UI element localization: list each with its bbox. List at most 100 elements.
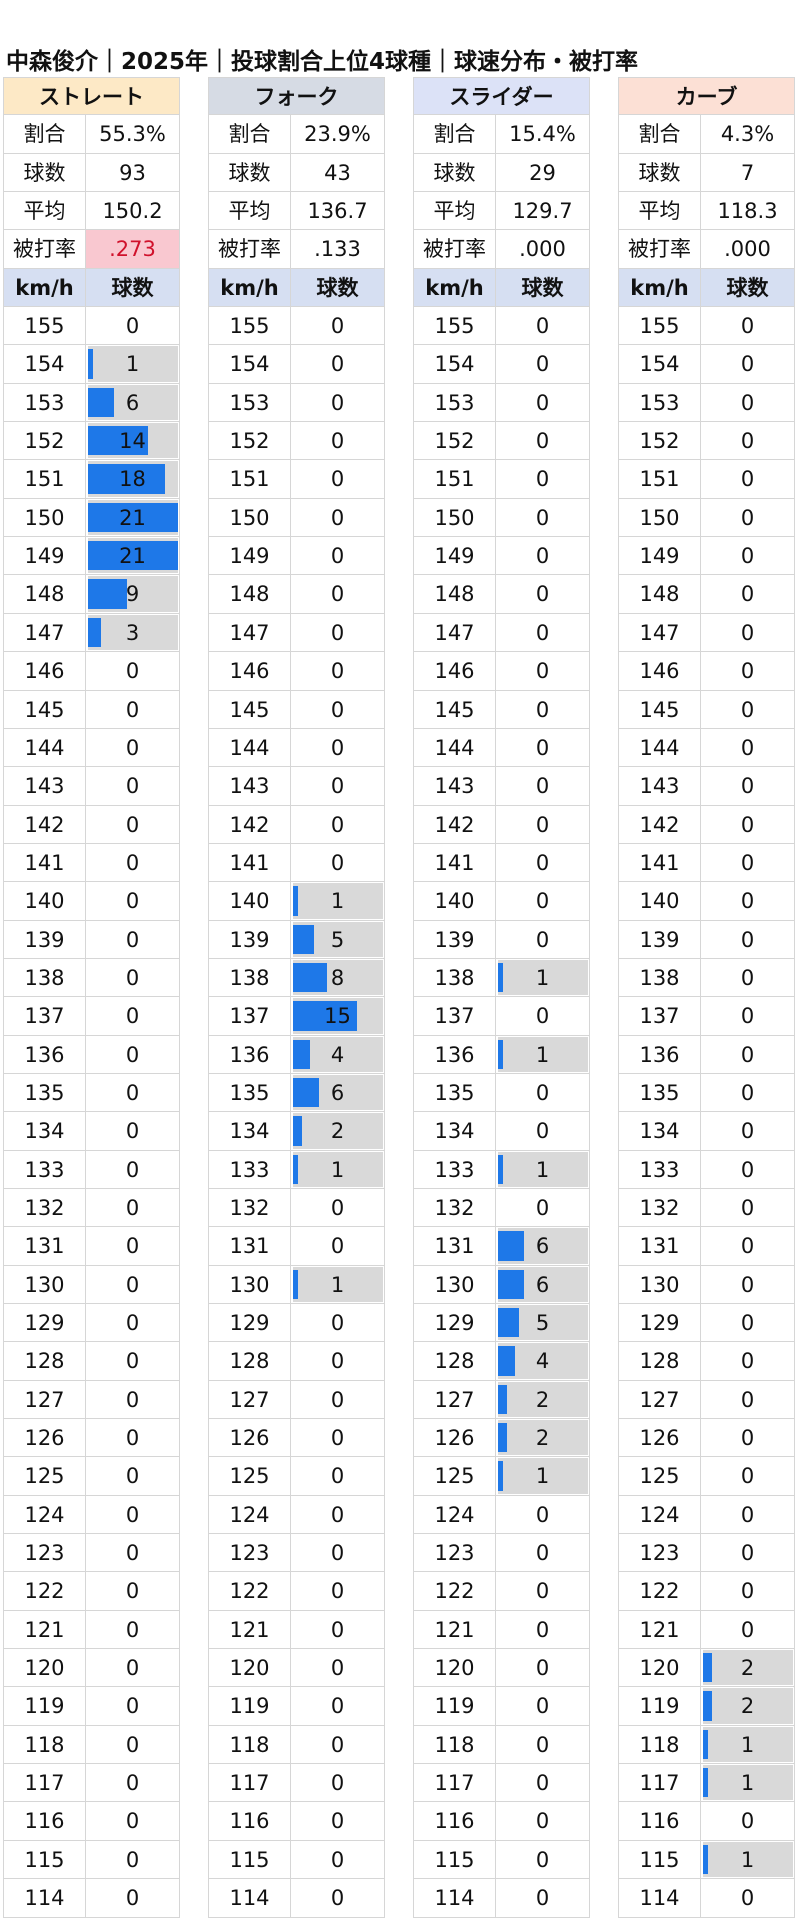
count-value: 0	[535, 582, 550, 607]
count-bar	[498, 1346, 515, 1376]
speed-row: 120 0	[208, 1649, 385, 1688]
speed-label: 121	[619, 1610, 701, 1649]
pitch-name-header: カーブ	[618, 77, 795, 116]
speed-label: 151	[414, 460, 496, 498]
count-value: 0	[330, 352, 345, 377]
bar-background	[703, 1765, 793, 1801]
speed-label: 152	[619, 422, 701, 460]
count-bar	[293, 886, 298, 916]
speed-row: 150 0	[618, 498, 795, 538]
count-value: 0	[125, 1847, 140, 1872]
count-value: 0	[740, 735, 755, 760]
count-value: 14	[119, 429, 146, 454]
count-value: 1	[535, 965, 550, 990]
bar-background	[498, 1036, 588, 1072]
count-value: 0	[740, 1119, 755, 1144]
count-value: 0	[330, 1234, 345, 1259]
count-bar	[498, 1461, 503, 1491]
count-value: 0	[535, 1771, 550, 1796]
speed-row: 140 1	[208, 882, 385, 921]
speed-label: 152	[414, 422, 496, 460]
count-value: 0	[330, 582, 345, 607]
count-value: 0	[125, 927, 140, 952]
speed-label: 136	[4, 1035, 86, 1073]
speed-row: 155 0	[618, 307, 795, 346]
count-value: 15	[324, 1004, 351, 1029]
count-value: 0	[535, 1195, 550, 1220]
speed-row: 114 0	[3, 1879, 180, 1918]
speed-label: 130	[619, 1265, 701, 1303]
count-bar	[88, 617, 101, 648]
speed-row: 138 0	[618, 958, 795, 998]
count-value: 1	[535, 1157, 550, 1182]
stat-label: 割合	[4, 115, 86, 153]
stat-label: 球数	[4, 153, 86, 192]
speed-row: 136 1	[413, 1035, 590, 1074]
speed-label: 114	[4, 1879, 86, 1917]
count-value: 0	[740, 544, 755, 569]
speed-row: 139 0	[3, 920, 180, 959]
bar-background	[703, 1726, 793, 1763]
speed-row: 126 0	[3, 1419, 180, 1458]
pitch-table: フォーク 割合 23.9% 球数 43 平均 136.7 被打率 .133 km/h 球数 155 0 1…	[208, 77, 385, 1918]
speed-label: 117	[4, 1764, 86, 1802]
count-value: 0	[535, 1694, 550, 1719]
count-value: 0	[125, 1426, 140, 1451]
stat-label: 被打率	[619, 230, 701, 268]
speed-label: 153	[209, 383, 291, 422]
count-bar	[293, 924, 314, 954]
count-bar	[703, 1653, 712, 1683]
speed-row: 151 0	[618, 460, 795, 499]
count-value: 0	[330, 1426, 345, 1451]
count-value: 2	[330, 1119, 345, 1144]
stat-value: 7	[740, 160, 755, 185]
pitch-table: スライダー 割合 15.4% 球数 29 平均 129.7 被打率 .000 km/h 球数 155 0…	[413, 77, 590, 1918]
speed-label: 139	[414, 920, 496, 958]
stat-label: 被打率	[414, 230, 496, 268]
stat-label: 平均	[4, 192, 86, 230]
speed-row: 130 6	[413, 1265, 590, 1304]
pitch-name-header: ストレート	[3, 77, 180, 116]
speed-row: 129 0	[208, 1304, 385, 1343]
speed-label: 148	[619, 575, 701, 613]
stat-label: 平均	[414, 192, 496, 230]
count-value: 0	[330, 544, 345, 569]
speed-label: 127	[209, 1380, 291, 1419]
stat-value: 23.9%	[304, 122, 371, 147]
speed-row: 153 0	[413, 383, 590, 423]
count-value: 0	[330, 1311, 345, 1335]
speed-row: 142 0	[3, 805, 180, 844]
speed-row: 126 0	[208, 1419, 385, 1458]
speed-row: 139 0	[618, 920, 795, 959]
speed-label: 120	[619, 1649, 701, 1687]
count-value: 0	[535, 1541, 550, 1566]
speed-row: 115 1	[618, 1840, 795, 1880]
stat-value: .000	[724, 237, 771, 262]
stat-row-ratio: 割合 15.4%	[413, 115, 590, 154]
speed-row: 127 0	[3, 1380, 180, 1420]
speed-row: 132 0	[413, 1188, 590, 1228]
column-header-row: km/h 球数	[208, 268, 385, 308]
speed-row: 147 3	[3, 613, 180, 653]
speed-label: 142	[209, 805, 291, 843]
speed-row: 143 0	[413, 767, 590, 806]
speed-row: 144 0	[618, 728, 795, 768]
speed-row: 119 0	[208, 1687, 385, 1726]
count-value: 0	[740, 429, 755, 454]
speed-row: 123 0	[618, 1534, 795, 1573]
speed-row: 120 0	[413, 1649, 590, 1688]
speed-label: 150	[414, 498, 496, 537]
count-value: 0	[740, 505, 755, 530]
speed-row: 152 0	[413, 422, 590, 461]
count-value: 0	[740, 1426, 755, 1451]
count-value: 0	[535, 1119, 550, 1144]
stat-value: 55.3%	[99, 122, 166, 147]
count-value: 0	[535, 429, 550, 454]
speed-row: 143 0	[618, 767, 795, 806]
count-column-header: 球数	[726, 275, 769, 300]
stat-row-batting: 被打率 .000	[618, 230, 795, 269]
speed-row: 129 0	[618, 1304, 795, 1343]
speed-row: 134 2	[208, 1112, 385, 1151]
count-value: 6	[535, 1234, 550, 1259]
count-value: 0	[535, 850, 550, 875]
